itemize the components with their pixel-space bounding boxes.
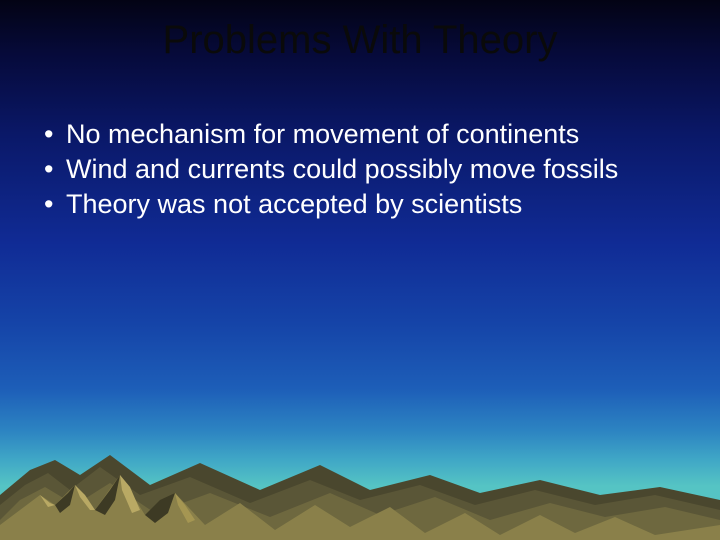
bullet-item: Theory was not accepted by scientists <box>38 188 682 221</box>
slide: Problems With Theory No mechanism for mo… <box>0 0 720 540</box>
mountains-graphic <box>0 365 720 540</box>
bullet-list: No mechanism for movement of continents … <box>38 118 682 223</box>
bullet-item: No mechanism for movement of continents <box>38 118 682 151</box>
bullet-item: Wind and currents could possibly move fo… <box>38 153 682 186</box>
slide-title: Problems With Theory <box>0 18 720 63</box>
